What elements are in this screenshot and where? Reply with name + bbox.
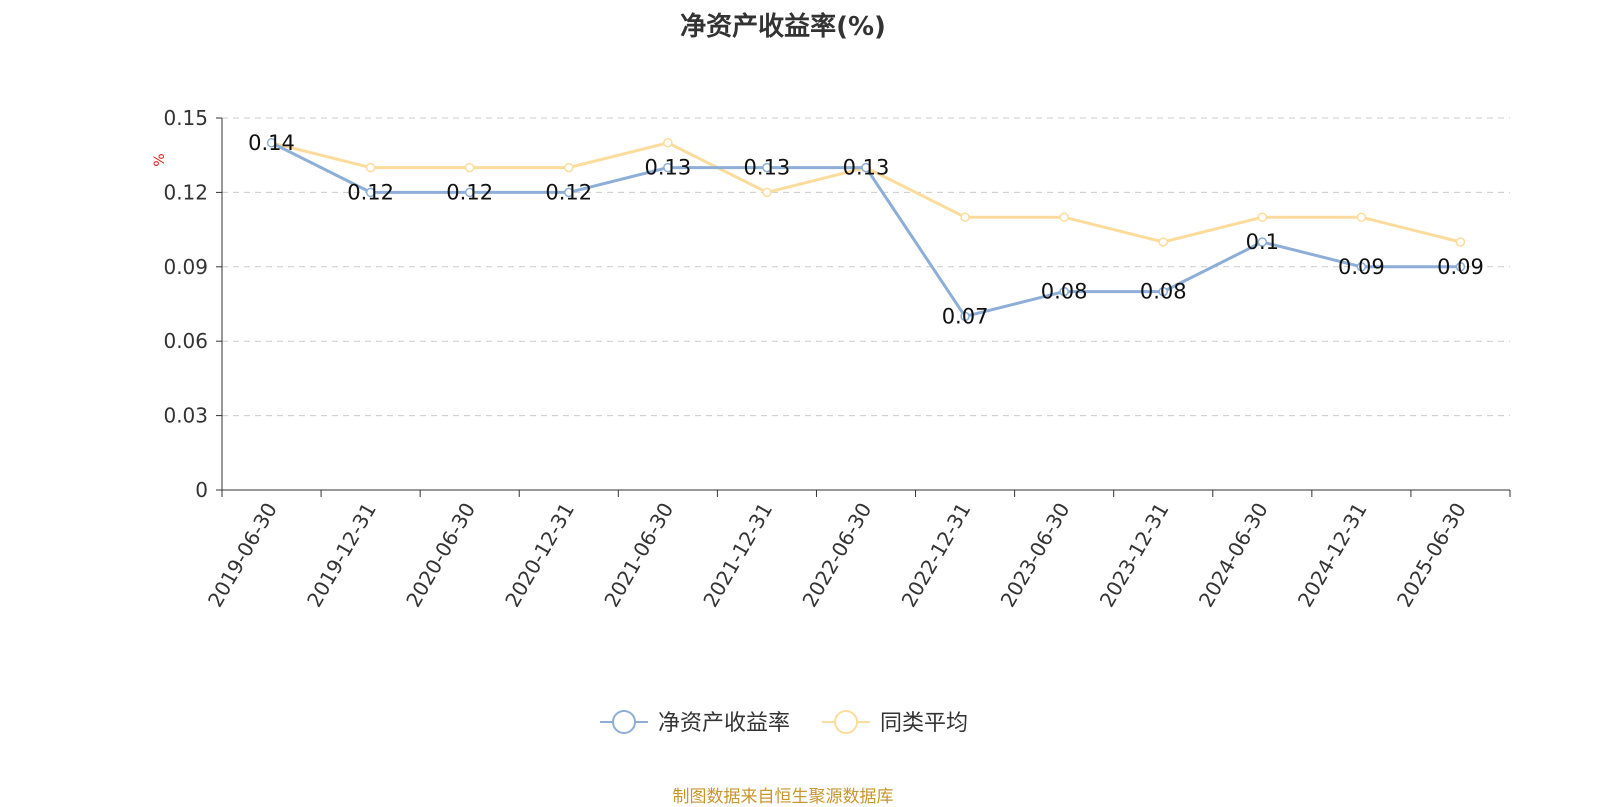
legend-label: 净资产收益率 (658, 711, 790, 736)
data-label: 0.09 (1338, 255, 1385, 279)
data-label: 0.13 (843, 156, 890, 180)
legend-label: 同类平均 (880, 711, 968, 736)
data-label: 0.12 (446, 180, 493, 204)
source-note: 制图数据来自恒生聚源数据库 (672, 787, 894, 807)
y-tick-label: 0.12 (163, 180, 208, 204)
x-tick-label: 2022-12-31 (897, 499, 976, 612)
data-label: 0.1 (1246, 230, 1279, 254)
data-label: 0.13 (644, 156, 691, 180)
legend[interactable]: 净资产收益率 同类平均 (600, 710, 968, 736)
x-tick-label: 2024-12-31 (1293, 499, 1372, 612)
x-tick-label: 2023-12-31 (1095, 499, 1174, 612)
data-point (1257, 237, 1268, 247)
x-tick-label: 2021-06-30 (599, 499, 678, 612)
data-label: 0.12 (347, 180, 394, 204)
x-tick-label: 2021-12-31 (698, 499, 777, 612)
y-tick-label: 0.09 (163, 255, 208, 279)
x-tick-label: 2023-06-30 (996, 499, 1075, 612)
data-point (861, 162, 871, 173)
data-label: 0.09 (1437, 255, 1484, 279)
y-tick-label: 0.03 (163, 404, 208, 428)
x-tick-label: 2020-06-30 (401, 499, 480, 612)
data-point (365, 162, 376, 173)
data-point (1455, 262, 1466, 272)
y-tick-label: 0.06 (163, 329, 208, 353)
data-point (1059, 286, 1069, 297)
data-label: 0.14 (248, 131, 295, 155)
data-label: 0.08 (1140, 280, 1187, 304)
data-point (365, 187, 376, 198)
y-tick-label: 0 (195, 478, 208, 502)
data-point (266, 138, 277, 148)
data-point (960, 212, 970, 222)
data-point (1455, 237, 1466, 247)
x-tick-label: 2019-12-31 (302, 499, 381, 612)
data-label: 0.13 (744, 156, 791, 180)
x-tick-label: 2019-06-30 (203, 499, 282, 612)
data-point (663, 162, 673, 173)
data-labels: 0.14 0.12 0.12 0.12 0.13 0.13 0.13 0.07 0.08 0.08… (248, 131, 1484, 329)
data-point (1257, 212, 1268, 222)
chart-title: 净资产收益率(%) (680, 12, 886, 42)
data-point (762, 162, 772, 173)
legend-marker-icon (612, 710, 636, 734)
data-point (464, 162, 475, 173)
data-point (1158, 237, 1168, 247)
x-tick-label: 2020-12-31 (500, 499, 579, 612)
y-tick-label: 0.15 (163, 106, 208, 130)
data-label: 0.12 (545, 180, 592, 204)
data-point (1356, 262, 1367, 272)
data-point (960, 311, 970, 322)
y-axis-unit-label: % (152, 153, 168, 166)
data-label: 0.08 (1041, 280, 1088, 304)
data-point (1356, 212, 1367, 222)
data-point (464, 187, 475, 198)
data-point (762, 187, 772, 198)
x-tick-label: 2022-06-30 (797, 499, 876, 612)
data-point (663, 138, 673, 148)
data-label: 0.07 (942, 304, 989, 328)
x-tick-label: 2024-06-30 (1194, 499, 1273, 612)
data-point (1059, 212, 1069, 222)
data-point (1158, 286, 1168, 297)
x-tick-label: 2025-06-30 (1392, 499, 1471, 612)
legend-marker-icon (834, 710, 858, 734)
data-point (564, 162, 574, 173)
series-lines (266, 138, 1466, 322)
data-point (564, 187, 574, 198)
